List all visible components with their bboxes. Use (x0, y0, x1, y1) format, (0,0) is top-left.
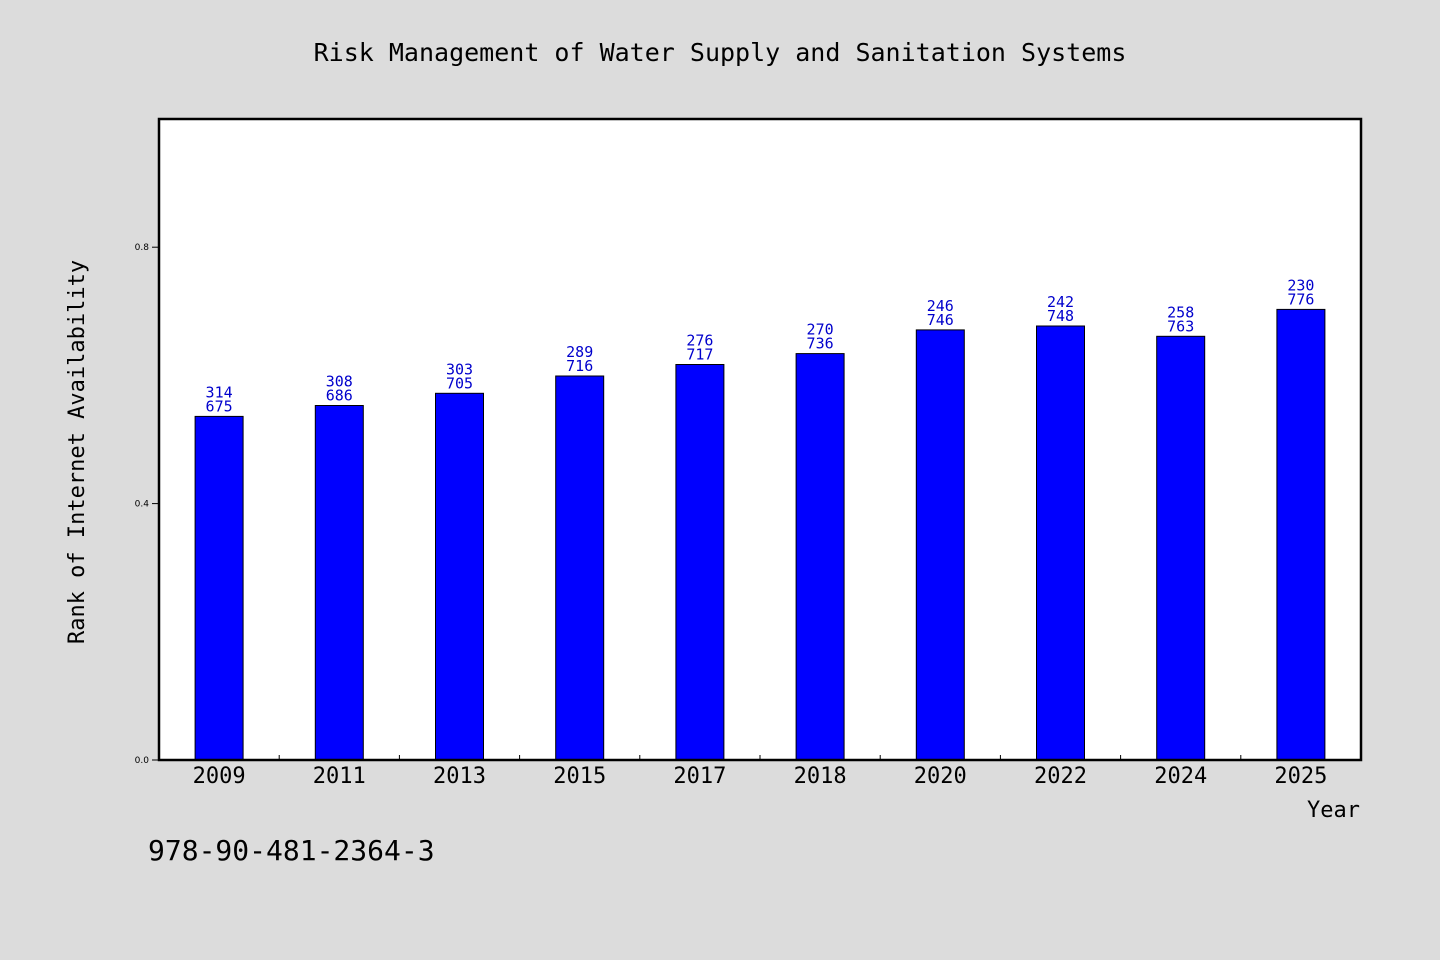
data-label-bottom-2015: 716 (566, 357, 593, 375)
x-tick-label-2018: 2018 (794, 764, 847, 789)
x-axis: 2009 2011 2013 2015 2017 2018 2020 2022 2024 2025 (193, 755, 1327, 789)
x-tick-label-2024: 2024 (1154, 764, 1207, 789)
y-axis-title: Rank of Internet Availability (65, 260, 90, 644)
x-tick-label-2013: 2013 (433, 764, 486, 789)
data-label-top-2009: 314 (206, 383, 233, 401)
bar-2020 (915, 329, 965, 761)
bar-2011 (314, 405, 364, 761)
data-label-bottom-2011: 686 (326, 387, 353, 405)
x-tick-label-2009: 2009 (193, 764, 246, 789)
data-label-top-2013: 303 (446, 360, 473, 378)
x-tick-label-2017: 2017 (673, 764, 726, 789)
data-label-bottom-2013: 705 (446, 374, 473, 392)
bar-2024 (1156, 335, 1206, 761)
x-tick-label-2020: 2020 (914, 764, 967, 789)
data-label-top-2025: 230 (1287, 276, 1314, 294)
data-label-bottom-2024: 763 (1167, 317, 1194, 335)
bar-2015 (555, 375, 605, 761)
x-tick-label-2025: 2025 (1274, 764, 1327, 789)
y-tick-label: 0.4 (135, 500, 150, 510)
x-tick-label-2022: 2022 (1034, 764, 1087, 789)
data-label-top-2018: 270 (807, 321, 834, 339)
bar-2009 (194, 415, 244, 761)
x-tick-label-2011: 2011 (313, 764, 366, 789)
bar-2025 (1276, 308, 1326, 761)
bars-group (194, 308, 1326, 761)
data-label-bottom-2025: 776 (1287, 290, 1314, 308)
data-label-top-2017: 276 (686, 332, 713, 350)
chart-title: Risk Management of Water Supply and Sani… (314, 38, 1127, 67)
bar-2017 (675, 364, 725, 761)
y-axis: 0.0 0.4 0.8 (135, 243, 159, 766)
data-label-bottom-2017: 717 (686, 346, 713, 364)
data-label-bottom-2022: 748 (1047, 307, 1074, 325)
data-label-bottom-2018: 736 (807, 335, 834, 353)
data-label-bottom-2009: 675 (206, 397, 233, 415)
data-labels-group: 3146753086863037052897162767172707362467… (206, 276, 1315, 415)
data-label-top-2015: 289 (566, 343, 593, 361)
data-label-top-2022: 242 (1047, 293, 1074, 311)
bar-2018 (795, 353, 845, 761)
x-axis-title: Year (1307, 798, 1360, 823)
data-label-top-2020: 246 (927, 297, 954, 315)
data-label-top-2024: 258 (1167, 303, 1194, 321)
y-tick-label: 0.8 (135, 243, 150, 253)
data-label-bottom-2020: 746 (927, 311, 954, 329)
plot-frame (157, 117, 1363, 762)
y-tick-label: 0.0 (135, 756, 150, 766)
bar-2013 (435, 392, 484, 761)
data-label-top-2011: 308 (326, 373, 353, 391)
bar-2022 (1036, 325, 1085, 761)
isbn-label: 978-90-481-2364-3 (148, 834, 435, 867)
x-tick-label-2015: 2015 (553, 764, 606, 789)
